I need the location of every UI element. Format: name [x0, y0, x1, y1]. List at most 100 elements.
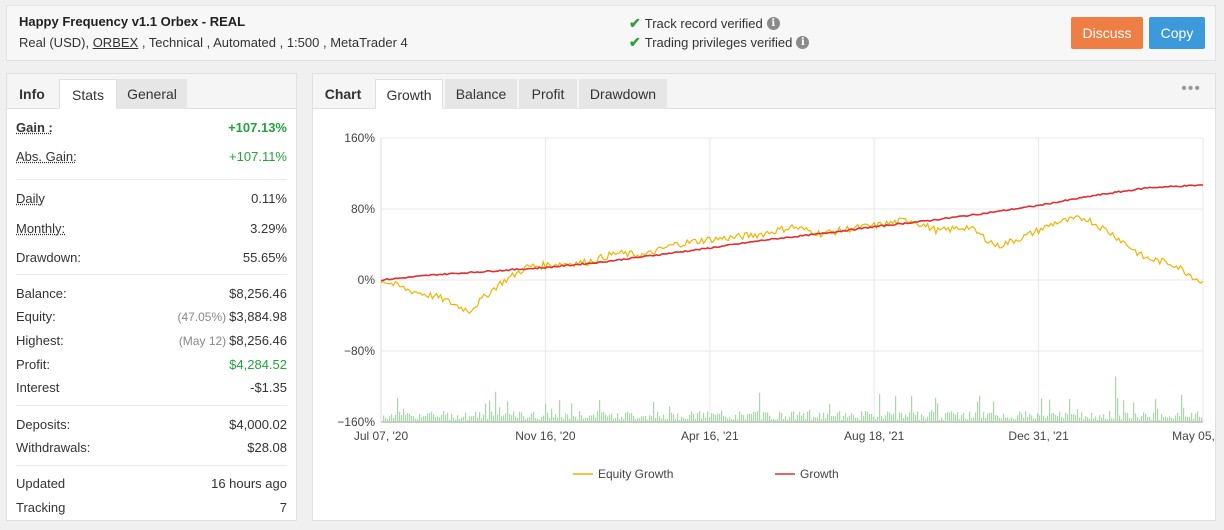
volume-bar — [991, 412, 993, 422]
volume-bar — [1201, 417, 1203, 422]
volume-bar — [1157, 408, 1159, 422]
volume-bar — [763, 411, 765, 422]
drawdown-row: Drawdown: 55.65% — [16, 250, 287, 270]
volume-bar — [789, 416, 791, 422]
stats-tabs: Info Stats General — [7, 74, 296, 109]
tab-info[interactable]: Info — [19, 86, 45, 102]
tab-balance[interactable]: Balance — [445, 79, 517, 109]
volume-bar — [977, 401, 979, 422]
volume-bar — [1177, 412, 1179, 422]
volume-bar — [545, 403, 547, 422]
volume-bar — [773, 418, 775, 422]
volume-bar — [1119, 415, 1121, 422]
daily-label[interactable]: Daily — [16, 191, 45, 206]
volume-bar — [903, 417, 905, 422]
volume-bar — [435, 417, 437, 422]
volume-bar — [825, 418, 827, 422]
volume-bar — [1191, 412, 1193, 422]
volume-bar — [799, 411, 801, 422]
volume-bar — [965, 418, 967, 422]
volume-bar — [1161, 414, 1163, 422]
volume-bar — [501, 416, 503, 422]
volume-bar — [861, 411, 863, 422]
volume-bar — [863, 415, 865, 422]
tab-chart[interactable]: Chart — [324, 86, 362, 102]
broker-link[interactable]: ORBEX — [92, 35, 139, 50]
volume-bar — [927, 416, 929, 422]
volume-bar — [1129, 417, 1131, 422]
account-type: Real (USD), — [19, 35, 93, 50]
volume-bar — [1159, 419, 1161, 422]
drawdown-label: Drawdown: — [16, 250, 82, 265]
info-icon[interactable]: i — [796, 36, 810, 49]
volume-bar — [389, 416, 391, 422]
volume-bar — [413, 416, 415, 422]
info-icon[interactable]: i — [766, 17, 780, 30]
volume-bar — [783, 418, 785, 422]
x-tick-label: Jul 07, '20 — [354, 429, 409, 443]
volume-bar — [541, 416, 543, 422]
chart-panel: Chart Growth Balance Profit Drawdown •••… — [312, 73, 1216, 521]
volume-bar — [499, 407, 501, 422]
volume-bar — [871, 413, 873, 422]
abs-gain-label[interactable]: Abs. Gain: — [16, 149, 77, 164]
volume-bar — [667, 419, 669, 422]
volume-bar — [391, 414, 393, 422]
volume-bar — [557, 417, 559, 422]
more-options-icon[interactable]: ••• — [1181, 80, 1201, 97]
volume-bar — [837, 412, 839, 422]
volume-bar — [513, 411, 515, 422]
volume-bar — [605, 414, 607, 422]
monthly-label[interactable]: Monthly: — [16, 221, 66, 236]
volume-bar — [1113, 418, 1115, 422]
volume-bar — [489, 400, 491, 422]
volume-bar — [429, 413, 431, 422]
tab-general[interactable]: General — [117, 79, 187, 109]
volume-bar — [485, 403, 487, 422]
growth-chart: 160% 80% 0% −80% −160% Jul 07, '20 Nov 16, '2… — [337, 131, 1215, 481]
volume-bar — [663, 414, 665, 422]
tab-drawdown[interactable]: Drawdown — [579, 79, 667, 109]
volume-bar — [437, 416, 439, 422]
volume-bar — [737, 419, 739, 422]
volume-bar — [907, 416, 909, 422]
volume-bar — [529, 417, 531, 422]
volume-bar — [599, 399, 601, 422]
volume-bar — [551, 408, 553, 422]
volume-bar — [1053, 413, 1055, 422]
tab-profit[interactable]: Profit — [519, 79, 577, 109]
volume-bar — [849, 415, 851, 422]
volume-bar — [951, 411, 953, 422]
volume-bar — [1133, 402, 1135, 422]
volume-bar — [997, 415, 999, 422]
volume-bar — [1009, 418, 1011, 422]
volume-bar — [757, 411, 759, 422]
profit-label: Profit: — [16, 357, 50, 372]
volume-bar — [661, 418, 663, 422]
volume-bar — [601, 412, 603, 422]
volume-bar — [811, 419, 813, 422]
volume-bar — [915, 415, 917, 422]
volume-bar — [1189, 416, 1191, 422]
legend-growth-label: Growth — [800, 467, 839, 481]
volume-bar — [671, 412, 673, 422]
volume-bar — [457, 415, 459, 422]
volume-bar — [1103, 414, 1105, 422]
volume-bar — [925, 418, 927, 422]
volume-bar — [887, 411, 889, 422]
volume-bar — [563, 418, 565, 422]
volume-bar — [665, 419, 667, 422]
tab-stats[interactable]: Stats — [59, 79, 117, 109]
y-tick-label: −160% — [337, 415, 375, 429]
balance-label: Balance: — [16, 286, 67, 301]
copy-button[interactable]: Copy — [1149, 17, 1205, 49]
tab-growth[interactable]: Growth — [375, 79, 443, 109]
discuss-button[interactable]: Discuss — [1071, 17, 1143, 49]
gain-label[interactable]: Gain : — [16, 120, 53, 135]
volume-bar — [695, 418, 697, 422]
volume-bar — [527, 417, 529, 422]
volume-bar — [1179, 416, 1181, 422]
volume-bar — [707, 411, 709, 422]
volume-bar — [533, 411, 535, 422]
volume-bar — [559, 400, 561, 422]
